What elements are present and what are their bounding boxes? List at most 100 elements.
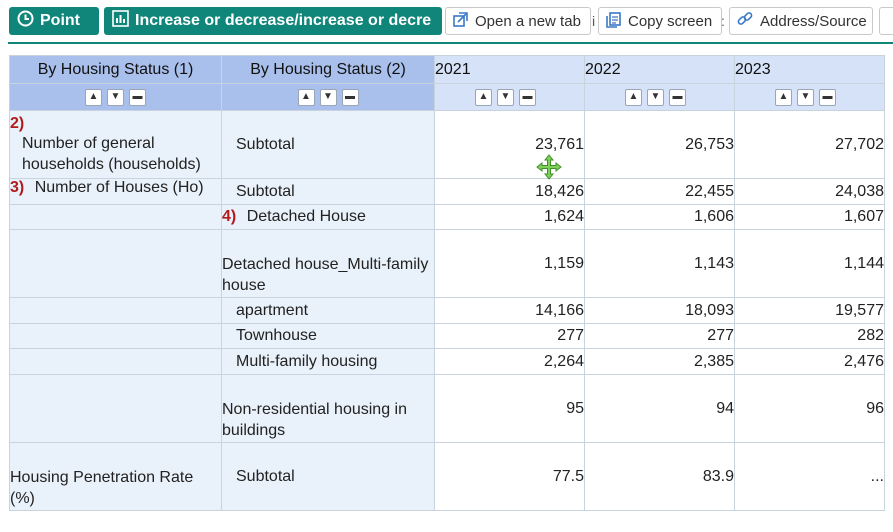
row-sublabel: Detached House (246, 208, 366, 225)
row-label-spacer (9, 229, 222, 298)
table-cell: 2,385 (584, 348, 735, 375)
move-cursor-icon (536, 154, 562, 180)
row-label-number-of-houses: 3) Number of Houses (Ho) (9, 178, 222, 205)
sort-up-icon[interactable]: ▲ (625, 88, 642, 106)
table-cell: 95 (434, 374, 585, 443)
row-number: 2) (10, 115, 25, 132)
address-source-button[interactable]: Address/Source (729, 7, 873, 35)
table-cell: 277 (434, 323, 585, 349)
table-cell: 1,143 (584, 229, 735, 298)
table-row: Detached house_Multi-family house 1,159 … (9, 229, 885, 298)
point-button[interactable]: Point (9, 7, 99, 35)
column-controls: ▲ ▼ ▬ (9, 83, 222, 111)
table-cell: 26,753 (584, 110, 735, 179)
row-sublabel-cell: Detached house_Multi-family house (221, 229, 435, 298)
link-icon (736, 10, 754, 32)
table-cell: ... (734, 442, 885, 511)
row-sublabel: Subtotal (221, 442, 435, 511)
table-cell: 94 (584, 374, 735, 443)
chart-icon (112, 10, 129, 32)
row-number: 4) (222, 208, 237, 225)
table-cell: 24,038 (734, 178, 885, 205)
row-label-spacer (9, 374, 222, 443)
table-row: 4) Detached House 1,624 1,606 1,607 (9, 204, 885, 230)
table-row: Housing Penetration Rate (%) Subtotal 77… (9, 442, 885, 511)
table-cell: 77.5 (434, 442, 585, 511)
table-cell: 18,093 (584, 297, 735, 324)
column-header-year: 2022 (584, 55, 735, 84)
row-label-text: Housing Penetration Rate (%) (10, 469, 194, 507)
clock-icon (17, 10, 34, 32)
table-row: Townhouse 277 277 282 (9, 323, 885, 349)
increase-decrease-button[interactable]: Increase or decrease/increase or decre (104, 7, 442, 35)
table-cell: 282 (734, 323, 885, 349)
sort-up-icon[interactable]: ▲ (475, 88, 492, 106)
row-label-housing-penetration-rate: Housing Penetration Rate (%) (9, 442, 222, 511)
row-label-spacer (9, 297, 222, 324)
table-cell: 1,624 (434, 204, 585, 230)
table-cell: 96 (734, 374, 885, 443)
row-label-text: Number of Houses (Ho) (34, 179, 204, 196)
copy-screen-button[interactable]: Copy screen (598, 7, 722, 35)
toolbar: Point Increase or decrease/increase or d… (0, 0, 893, 44)
sort-down-icon[interactable]: ▼ (497, 88, 514, 106)
copy-screen-label: Copy screen (628, 12, 713, 30)
table-cell: 18,426 (434, 178, 585, 205)
sort-down-icon[interactable]: ▼ (647, 88, 664, 106)
sort-down-icon[interactable]: ▼ (319, 88, 337, 106)
toolbar-divider (8, 42, 893, 44)
row-label-spacer (9, 323, 222, 349)
table-row: Non-residential housing in buildings 95 … (9, 374, 885, 443)
row-sublabel: Subtotal (221, 110, 435, 179)
table-cell: 27,702 (734, 110, 885, 179)
row-label-spacer (9, 204, 222, 230)
table-row: apartment 14,166 18,093 19,577 (9, 297, 885, 324)
point-label: Point (40, 12, 80, 29)
new-tab-icon (452, 11, 469, 32)
separator-icon: i (592, 13, 596, 29)
increase-decrease-label: Increase or decrease/increase or decre (135, 12, 432, 29)
table-cell: 1,607 (734, 204, 885, 230)
column-header-year: 2021 (434, 55, 585, 84)
sort-up-icon[interactable]: ▲ (775, 88, 792, 106)
more-button[interactable] (879, 7, 893, 35)
table-cell: 1,159 (434, 229, 585, 298)
minus-icon[interactable]: ▬ (819, 88, 836, 106)
sort-up-icon[interactable]: ▲ (297, 88, 315, 106)
table-cell: 19,577 (734, 297, 885, 324)
minus-icon[interactable]: ▬ (669, 88, 686, 106)
row-sublabel: apartment (221, 297, 435, 324)
sort-down-icon[interactable]: ▼ (107, 88, 124, 106)
row-label-spacer (9, 348, 222, 375)
column-controls: ▲ ▼ ▬ (434, 83, 585, 111)
row-label-general-households: 2) Number of general households (househo… (9, 110, 222, 179)
table-cell: 23,761 (434, 110, 585, 179)
row-number: 3) (10, 179, 25, 196)
table-cell: 22,455 (584, 178, 735, 205)
minus-icon[interactable]: ▬ (129, 88, 146, 106)
column-header-housing-status-1: By Housing Status (1) (9, 55, 222, 84)
table-cell: 277 (584, 323, 735, 349)
table-row: Multi-family housing 2,264 2,385 2,476 (9, 348, 885, 375)
sort-down-icon[interactable]: ▼ (797, 88, 814, 106)
copy-icon (605, 11, 622, 32)
sort-up-icon[interactable]: ▲ (85, 88, 102, 106)
column-controls: ▲ ▼ ▬ (221, 83, 435, 111)
open-new-tab-button[interactable]: Open a new tab (445, 7, 591, 35)
row-sublabel-cell: Non-residential housing in buildings (221, 374, 435, 443)
separator-icon: : (721, 13, 725, 29)
minus-icon[interactable]: ▬ (341, 88, 359, 106)
row-sublabel: Non-residential housing in buildings (222, 401, 407, 439)
minus-icon[interactable]: ▬ (519, 88, 536, 106)
row-sublabel: Subtotal (221, 178, 435, 205)
column-controls: ▲ ▼ ▬ (584, 83, 735, 111)
column-controls: ▲ ▼ ▬ (734, 83, 885, 111)
row-label-text: Number of general households (households… (22, 135, 201, 173)
table-row: 3) Number of Houses (Ho) Subtotal 18,426… (9, 178, 885, 205)
row-sublabel-cell: 4) Detached House (221, 204, 435, 230)
row-sublabel: Detached house_Multi-family house (222, 256, 429, 294)
row-sublabel: Multi-family housing (221, 348, 435, 375)
column-header-year: 2023 (734, 55, 885, 84)
address-source-label: Address/Source (760, 12, 867, 30)
table-cell: 83.9 (584, 442, 735, 511)
